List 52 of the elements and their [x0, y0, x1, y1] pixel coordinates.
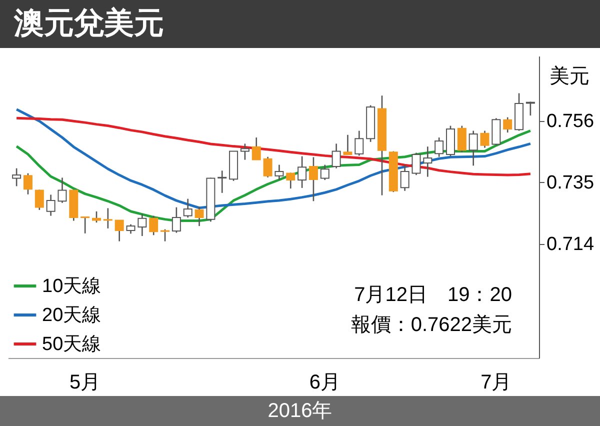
candlestick [92, 210, 101, 224]
candlestick [320, 164, 330, 181]
candlestick [138, 213, 147, 237]
candlestick [114, 220, 124, 242]
y-axis-title: 美元 [550, 64, 590, 88]
candlestick [46, 194, 56, 216]
candlestick [149, 215, 158, 236]
candlestick [434, 136, 444, 158]
candlestick [354, 130, 364, 156]
candlestick [12, 168, 22, 187]
candlestick [80, 216, 90, 234]
annotation: 報價：0.7622美元 [350, 313, 512, 336]
candlestick [298, 156, 307, 189]
candlestick [218, 170, 227, 194]
candlestick [286, 172, 296, 190]
x-axis-title: 2016年 [0, 396, 600, 426]
legend-label: 50天線 [42, 334, 102, 355]
candlestick [412, 152, 421, 176]
y-tick-label: 0.756 [546, 111, 594, 132]
chart-title: 澳元兌美元 [0, 0, 600, 48]
candlestick [468, 130, 478, 166]
candlestick [194, 206, 204, 227]
line-series [15, 108, 532, 210]
candlestick [332, 143, 341, 169]
candlestick [343, 134, 352, 156]
candlestick [457, 125, 466, 153]
candlestick [240, 143, 250, 160]
line-series [15, 116, 532, 176]
candlestick [103, 208, 112, 230]
candlestick [480, 130, 490, 148]
candlestick [34, 189, 44, 211]
y-tick-label: 0.735 [546, 172, 594, 194]
candlestick [183, 198, 192, 218]
candlestick [263, 156, 272, 178]
candlestick [252, 136, 261, 160]
x-tick-label: 7月 [480, 372, 512, 394]
candlestick [503, 116, 512, 134]
candlestick [160, 228, 170, 242]
candlestick [126, 224, 136, 234]
x-tick-label: 5月 [70, 372, 101, 394]
candlestick [172, 206, 181, 234]
candlestick [23, 172, 32, 196]
candlestick [423, 146, 432, 178]
candlestick [58, 177, 67, 204]
y-tick-label: 0.714 [546, 234, 594, 256]
legend-label: 20天線 [42, 305, 102, 326]
legend-label: 10天線 [42, 276, 102, 297]
annotation: 7月12日 19：20 [354, 284, 512, 306]
candlestick [308, 156, 318, 202]
candlestick [274, 164, 284, 181]
candlestick [400, 164, 410, 192]
x-tick-label: 6月 [309, 372, 340, 394]
